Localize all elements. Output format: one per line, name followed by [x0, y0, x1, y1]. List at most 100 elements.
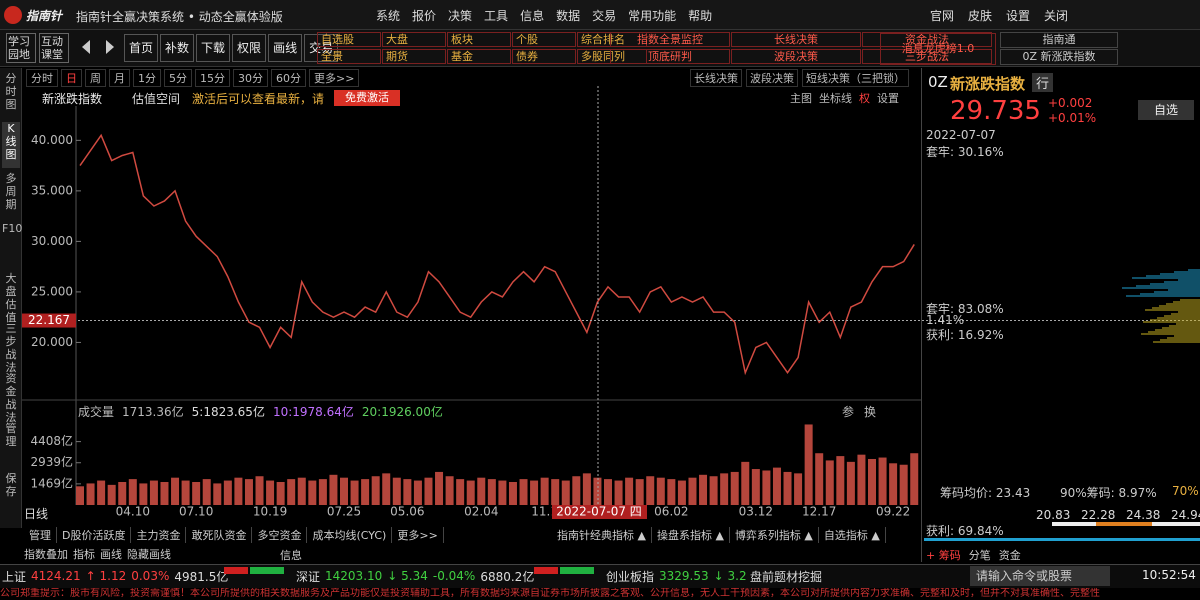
chip-tab[interactable]: 资金: [998, 549, 1021, 562]
chart-tool[interactable]: 坐标线: [819, 92, 852, 105]
side-tab[interactable]: F10: [2, 222, 23, 235]
indicator-tab[interactable]: 成本均线(CYC): [307, 526, 393, 543]
market-cell[interactable]: 大盘: [382, 32, 446, 47]
quote-tag[interactable]: 行: [1032, 73, 1054, 92]
menu-item[interactable]: 系统: [376, 8, 401, 23]
market-cell[interactable]: 期货: [382, 49, 446, 64]
class-button[interactable]: 互动课堂: [39, 33, 69, 63]
hot-topics[interactable]: 盘前题材挖掘: [750, 570, 823, 584]
market-cell[interactable]: 全景: [317, 49, 381, 64]
add-watchlist[interactable]: 自选: [1138, 100, 1194, 120]
quick-link[interactable]: 指南通: [1000, 32, 1118, 48]
volume-bar: [794, 473, 803, 505]
period-tab[interactable]: 60分: [271, 69, 306, 87]
strategy-cell[interactable]: 指数全景监控: [610, 32, 730, 47]
volume-bar: [350, 480, 359, 505]
command-input[interactable]: 请输入命令或股票: [970, 566, 1110, 586]
market-cell[interactable]: 自选股: [317, 32, 381, 47]
side-tab[interactable]: 资金战法: [5, 372, 17, 424]
market-cell[interactable]: 债券: [512, 49, 576, 64]
strategy-cell[interactable]: 资金战法: [862, 32, 992, 47]
indicator-tab[interactable]: 主力资金: [131, 526, 187, 543]
volume-tool[interactable]: 换: [864, 404, 877, 419]
side-tab[interactable]: 三步战法: [5, 322, 17, 374]
period-tab[interactable]: 15分: [195, 69, 230, 87]
period-tab[interactable]: 分时: [26, 69, 58, 87]
strategy-cell[interactable]: 三步战法: [862, 49, 992, 64]
chart-tool[interactable]: 主图: [790, 92, 812, 105]
nav-back[interactable]: [82, 40, 90, 54]
side-tab[interactable]: 分时图: [5, 72, 17, 111]
window-control[interactable]: 关闭: [1044, 8, 1069, 23]
side-panel: [0, 68, 22, 528]
chart-tool[interactable]: 权: [859, 92, 870, 105]
nav-buttons: 首页 补数 下载 权限 画线 交易: [124, 34, 340, 62]
window-control[interactable]: 皮肤: [968, 8, 993, 23]
menu-item[interactable]: 帮助: [688, 8, 713, 23]
learn-button[interactable]: 学习园地: [6, 33, 36, 63]
nav-button[interactable]: 首页: [124, 34, 159, 62]
market-cell[interactable]: 基金: [447, 49, 511, 64]
chart-tool[interactable]: 设置: [877, 92, 899, 105]
drawing-tool[interactable]: 指标: [73, 548, 95, 561]
volume-tool[interactable]: 参: [842, 404, 855, 419]
chip-tab[interactable]: 分笔: [968, 549, 991, 562]
indicator-group[interactable]: 操盘系指标 ▲: [652, 526, 730, 543]
news-button[interactable]: 消息龙虎榜1.0: [880, 33, 996, 65]
nav-button[interactable]: 交易: [304, 34, 339, 62]
volume-bar: [741, 461, 750, 505]
indicator-tab[interactable]: 敢死队资金: [186, 526, 253, 543]
period-tab[interactable]: 30分: [233, 69, 268, 87]
chip-tab[interactable]: + 筹码: [926, 549, 961, 562]
volume-bar: [266, 480, 275, 505]
period-tab[interactable]: 1分: [133, 69, 161, 87]
drawing-tool[interactable]: 画线: [100, 548, 122, 561]
strategy-tab[interactable]: 波段决策: [746, 69, 798, 87]
period-tab[interactable]: 更多>>: [309, 69, 360, 87]
strategy-tab[interactable]: 短线决策（三把锁）: [802, 69, 909, 87]
strategy-cell[interactable]: 长线决策: [731, 32, 861, 47]
menu-item[interactable]: 信息: [520, 8, 545, 23]
indicator-tab[interactable]: 管理: [24, 526, 57, 543]
period-tab[interactable]: 日: [61, 69, 82, 87]
strategy-tab[interactable]: 长线决策: [690, 69, 742, 87]
nav-forward[interactable]: [106, 40, 114, 54]
window-control[interactable]: 设置: [1006, 8, 1031, 23]
menu-item[interactable]: 数据: [556, 8, 581, 23]
side-tab[interactable]: 保存: [5, 472, 17, 498]
side-tab[interactable]: K线图: [2, 122, 20, 168]
drawing-tool[interactable]: 指数叠加: [24, 548, 68, 561]
strategy-cell[interactable]: 波段决策: [731, 49, 861, 64]
period-tab[interactable]: 周: [85, 69, 106, 87]
indicator-tab[interactable]: 更多>>: [392, 526, 444, 543]
indicator-group[interactable]: 指南针经典指标 ▲: [552, 526, 652, 543]
menu-item[interactable]: 工具: [484, 8, 509, 23]
indicator-tab[interactable]: D股价活跃度: [57, 526, 132, 543]
side-tab[interactable]: 多周期: [5, 172, 17, 211]
menu-item[interactable]: 决策: [448, 8, 473, 23]
market-cell[interactable]: 板块: [447, 32, 511, 47]
menu-item[interactable]: 常用功能: [628, 8, 677, 23]
volume-bar: [635, 479, 644, 505]
drawing-tool[interactable]: 隐藏画线: [127, 548, 171, 561]
market-cell[interactable]: 个股: [512, 32, 576, 47]
indicator-tab[interactable]: 多空资金: [252, 526, 308, 543]
nav-button[interactable]: 画线: [268, 34, 303, 62]
menu-item[interactable]: 报价: [412, 8, 437, 23]
volume-bar: [614, 480, 623, 505]
nav-button[interactable]: 下载: [196, 34, 231, 62]
nav-button[interactable]: 权限: [232, 34, 267, 62]
nav-button[interactable]: 补数: [160, 34, 195, 62]
window-control[interactable]: 官网: [930, 8, 955, 23]
indicator-group[interactable]: 博弈系列指标 ▲: [730, 526, 819, 543]
strategy-cell[interactable]: 顶底研判: [610, 49, 730, 64]
period-tab[interactable]: 5分: [164, 69, 192, 87]
menu-item[interactable]: 交易: [592, 8, 617, 23]
volume-header: 成交量 1713.36亿 5:1823.65亿 10:1978.64亿 20:1926.…: [78, 403, 451, 419]
side-tab[interactable]: 大盘估值: [5, 272, 17, 324]
side-tab[interactable]: 管理: [5, 422, 17, 448]
period-tab[interactable]: 月: [109, 69, 130, 87]
activate-button[interactable]: 免费激活: [334, 90, 400, 106]
quick-link[interactable]: 0Z 新涨跌指数: [1000, 49, 1118, 65]
indicator-group[interactable]: 自选指标 ▲: [819, 526, 886, 543]
